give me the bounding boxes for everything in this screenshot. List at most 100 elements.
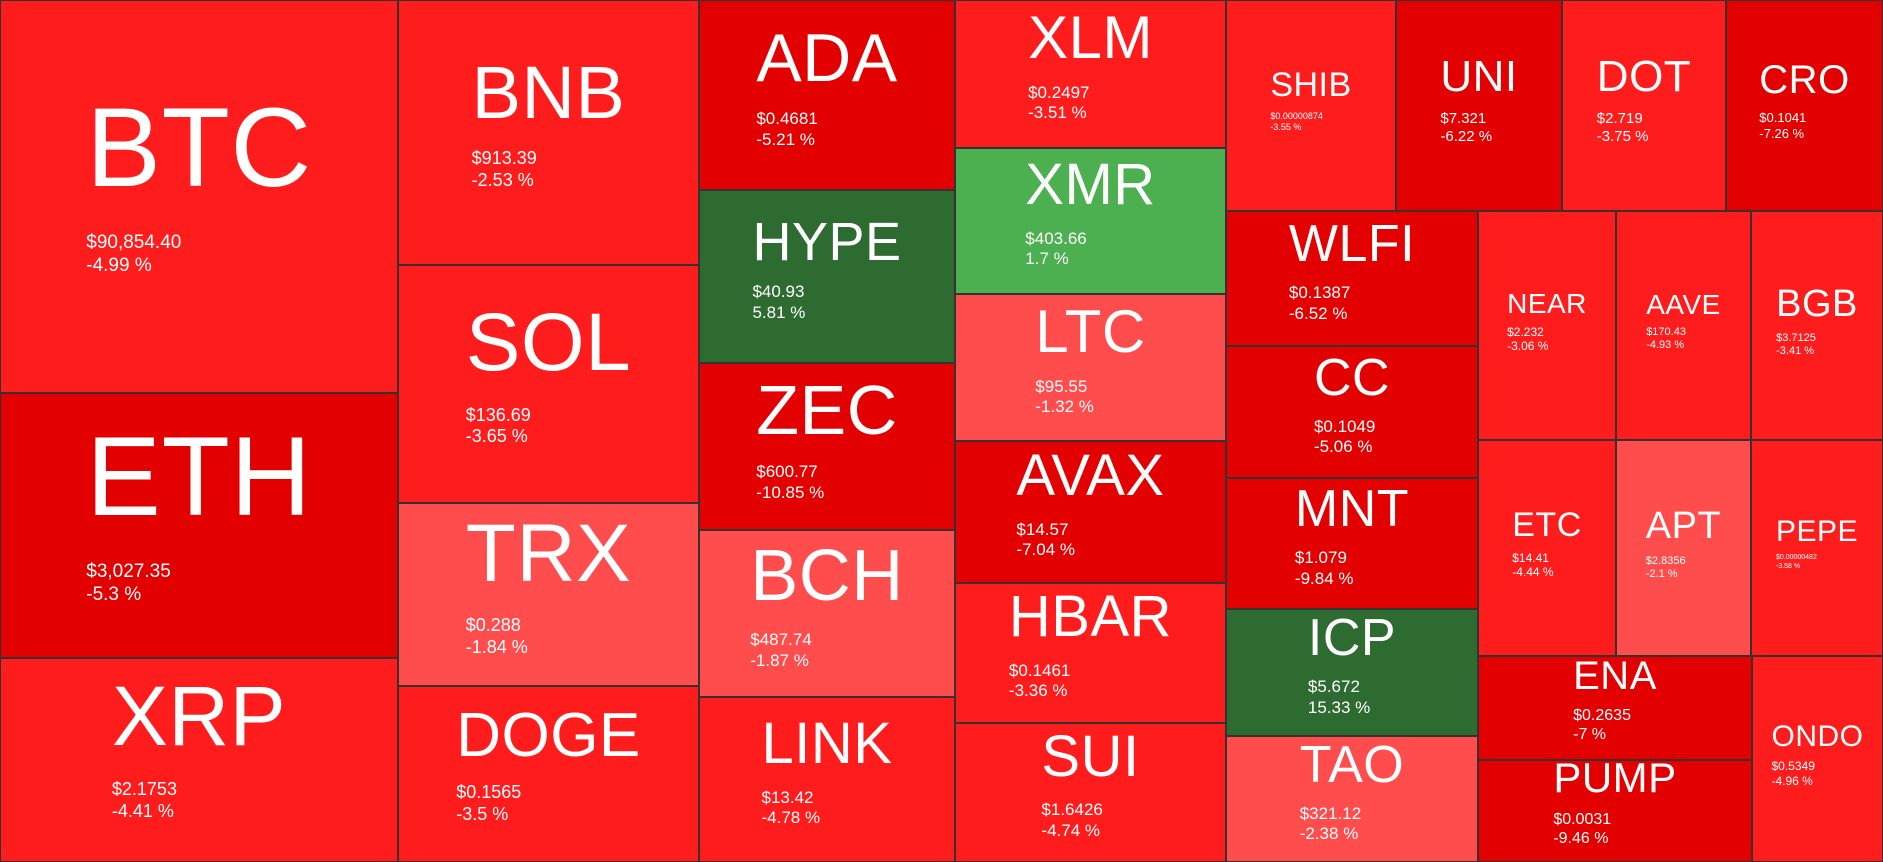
tile-change: -3.41 %	[1776, 345, 1815, 358]
tile-pepe[interactable]: PEPE $0.00000482 -3.58 %	[1751, 440, 1883, 656]
tile-change: -5.21 %	[756, 129, 815, 149]
tile-symbol: ADA	[756, 20, 898, 97]
tile-symbol: XMR	[1025, 152, 1156, 218]
tile-doge[interactable]: DOGE $0.1565 -3.5 %	[398, 686, 699, 862]
tile-symbol: DOT	[1596, 52, 1692, 102]
tile-label: XMR $403.66 1.7 %	[1025, 156, 1155, 269]
tile-sui[interactable]: SUI $1.6426 -4.74 %	[955, 723, 1226, 862]
tile-xrp[interactable]: XRP $2.1753 -4.41 %	[0, 658, 398, 862]
tile-symbol: PUMP	[1553, 754, 1677, 802]
tile-symbol: AVAX	[1016, 443, 1165, 509]
tile-pump[interactable]: PUMP $0.0031 -9.46 %	[1478, 757, 1752, 862]
tile-price: $0.1049	[1313, 416, 1376, 436]
tile-label: BNB $913.39 -2.53 %	[471, 55, 626, 192]
tile-shib[interactable]: SHIB $0.00000874 -3.55 %	[1226, 0, 1396, 211]
tile-label: ENA $0.2635 -7 %	[1573, 656, 1657, 744]
tile-bgb[interactable]: BGB $3.7125 -3.41 %	[1751, 211, 1883, 440]
tile-price: $3,027.35	[86, 560, 171, 582]
tile-change: -1.87 %	[750, 650, 809, 670]
tile-price: $14.41	[1512, 550, 1549, 565]
tile-trx[interactable]: TRX $0.288 -1.84 %	[398, 503, 699, 686]
tile-etc[interactable]: ETC $14.41 -4.44 %	[1478, 440, 1616, 656]
tile-label: NEAR $2.232 -3.06 %	[1507, 289, 1587, 354]
tile-change: -2.53 %	[471, 169, 534, 190]
tile-bnb[interactable]: BNB $913.39 -2.53 %	[398, 0, 699, 265]
tile-change: -1.84 %	[465, 636, 528, 657]
tile-tao[interactable]: TAO $321.12 -2.38 %	[1226, 736, 1478, 862]
tile-price: $600.77	[756, 462, 818, 482]
tile-change: -7 %	[1573, 725, 1607, 743]
tile-change: -3.75 %	[1596, 128, 1649, 146]
tile-price: $136.69	[465, 404, 531, 425]
tile-link[interactable]: LINK $13.42 -4.78 %	[699, 697, 955, 862]
tile-symbol: ETC	[1512, 506, 1582, 545]
tile-price: $1.6426	[1041, 800, 1103, 820]
tile-label: CRO $0.1041 -7.26 %	[1759, 60, 1849, 141]
tile-zec[interactable]: ZEC $600.77 -10.85 %	[699, 363, 955, 530]
tile-change: -7.04 %	[1016, 540, 1076, 560]
tile-price: $0.00000874	[1270, 110, 1323, 121]
tile-price: $913.39	[471, 148, 537, 169]
tile-ena[interactable]: ENA $0.2635 -7 %	[1478, 656, 1752, 760]
tile-price: $40.93	[752, 282, 805, 302]
tile-aave[interactable]: AAVE $170.43 -4.93 %	[1616, 211, 1751, 440]
tile-label: APT $2.8356 -2.1 %	[1646, 507, 1721, 581]
tile-symbol: TAO	[1299, 735, 1405, 794]
tile-symbol: XLM	[1028, 4, 1153, 72]
tile-price: $2.719	[1596, 110, 1643, 128]
tile-label: XLM $0.2497 -3.51 %	[1028, 8, 1153, 124]
tile-label: SOL $136.69 -3.65 %	[466, 302, 632, 448]
tile-uni[interactable]: UNI $7.321 -6.22 %	[1396, 0, 1562, 211]
tile-apt[interactable]: APT $2.8356 -2.1 %	[1616, 440, 1751, 656]
tile-symbol: PEPE	[1775, 514, 1859, 548]
tile-bch[interactable]: BCH $487.74 -1.87 %	[699, 530, 955, 697]
tile-label: HBAR $0.1461 -3.36 %	[1009, 588, 1172, 701]
tile-change: 15.33 %	[1307, 697, 1371, 717]
tile-ada[interactable]: ADA $0.4681 -5.21 %	[699, 0, 955, 190]
tile-price: $2.8356	[1645, 554, 1686, 567]
tile-change: 5.81 %	[752, 302, 806, 322]
tile-sol[interactable]: SOL $136.69 -3.65 %	[398, 265, 699, 503]
tile-change: -3.55 %	[1270, 121, 1302, 132]
tile-price: $0.5349	[1771, 759, 1815, 774]
tile-hbar[interactable]: HBAR $0.1461 -3.36 %	[955, 583, 1226, 723]
tile-label: BTC $90,854.40 -4.99 %	[86, 91, 312, 278]
tile-ltc[interactable]: LTC $95.55 -1.32 %	[955, 294, 1226, 441]
tile-symbol: LINK	[761, 711, 893, 777]
tile-price: $0.1461	[1008, 660, 1071, 680]
tile-change: -3.5 %	[456, 803, 509, 824]
tile-dot[interactable]: DOT $2.719 -3.75 %	[1562, 0, 1726, 211]
tile-symbol: MNT	[1294, 480, 1410, 539]
tile-cc[interactable]: CC $0.1049 -5.06 %	[1226, 346, 1478, 478]
tile-wlfi[interactable]: WLFI $0.1387 -6.52 %	[1226, 211, 1478, 346]
tile-label: SUI $1.6426 -4.74 %	[1041, 723, 1140, 841]
tile-xlm[interactable]: XLM $0.2497 -3.51 %	[955, 0, 1226, 148]
tile-eth[interactable]: ETH $3,027.35 -5.3 %	[0, 393, 398, 658]
tile-label: AVAX $14.57 -7.04 %	[1016, 447, 1164, 560]
tile-cro[interactable]: CRO $0.1041 -7.26 %	[1726, 0, 1883, 211]
tile-symbol: SUI	[1041, 723, 1140, 789]
tile-price: $0.2497	[1028, 83, 1090, 103]
tile-change: -3.58 %	[1775, 562, 1801, 570]
tile-label: PUMP $0.0031 -9.46 %	[1553, 757, 1676, 848]
tile-btc[interactable]: BTC $90,854.40 -4.99 %	[0, 0, 398, 393]
tile-symbol: XRP	[111, 669, 287, 764]
tile-xmr[interactable]: XMR $403.66 1.7 %	[955, 148, 1226, 294]
tile-hype[interactable]: HYPE $40.93 5.81 %	[699, 190, 955, 363]
tile-label: MNT $1.079 -9.84 %	[1295, 483, 1409, 589]
tile-change: -3.06 %	[1507, 338, 1549, 353]
tile-change: -3.36 %	[1008, 681, 1068, 701]
tile-symbol: AAVE	[1646, 288, 1721, 320]
tile-avax[interactable]: AVAX $14.57 -7.04 %	[955, 441, 1226, 583]
tile-label: XRP $2.1753 -4.41 %	[112, 674, 286, 822]
tile-near[interactable]: NEAR $2.232 -3.06 %	[1478, 211, 1616, 440]
tile-label: ADA $0.4681 -5.21 %	[756, 24, 897, 150]
tile-symbol: HYPE	[752, 211, 902, 272]
tile-symbol: BCH	[750, 536, 904, 617]
tile-price: $2.232	[1507, 324, 1544, 339]
tile-symbol: TRX	[465, 507, 632, 599]
tile-ondo[interactable]: ONDO $0.5349 -4.96 %	[1752, 656, 1883, 862]
tile-icp[interactable]: ICP $5.672 15.33 %	[1226, 609, 1478, 736]
tile-mnt[interactable]: MNT $1.079 -9.84 %	[1226, 478, 1478, 609]
tile-change: -4.93 %	[1646, 339, 1685, 352]
